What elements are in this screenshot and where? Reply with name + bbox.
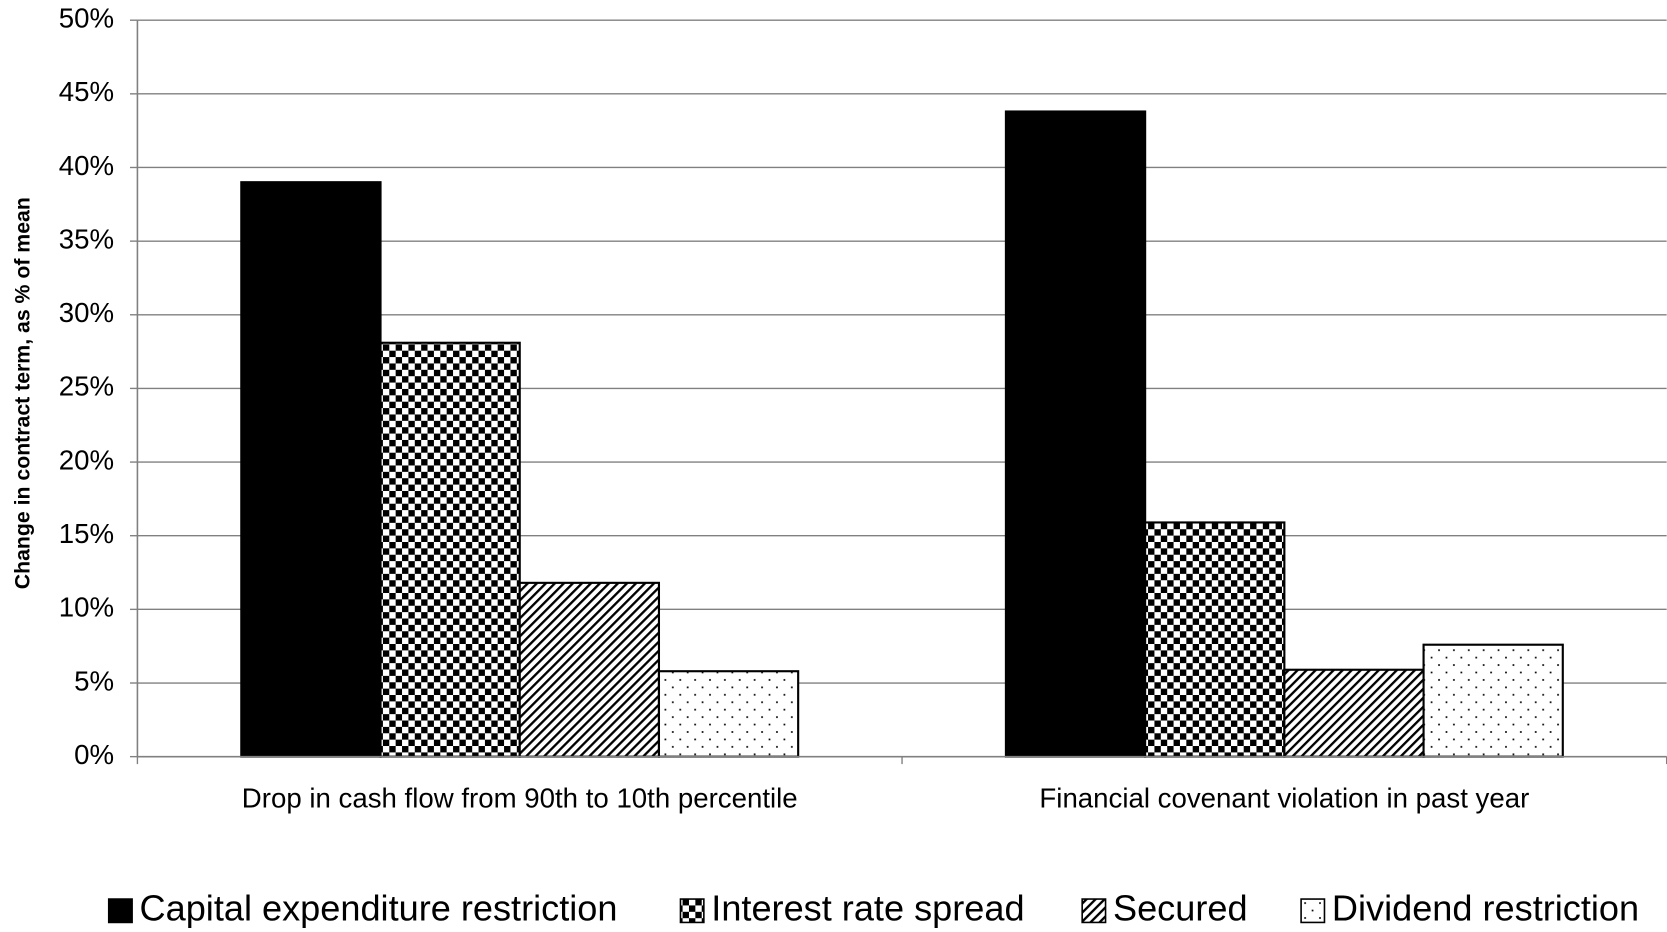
y-tick-label: 45% — [59, 76, 114, 107]
bar — [518, 581, 661, 758]
bar — [240, 181, 382, 758]
y-tick-label: 50% — [59, 2, 114, 33]
x-tick-label: Drop in cash flow from 90th to 10th perc… — [242, 783, 798, 814]
legend-label: Interest rate spread — [711, 887, 1024, 928]
y-tick-label: 15% — [59, 518, 114, 549]
bar — [1144, 521, 1286, 758]
x-tick-label: Financial covenant violation in past yea… — [1039, 783, 1529, 814]
legend-swatch — [107, 898, 133, 924]
bar — [379, 341, 521, 758]
y-tick-label: 35% — [59, 223, 114, 254]
legend-swatch — [1081, 898, 1107, 924]
legend-swatch — [679, 898, 705, 924]
y-tick-label: 10% — [59, 592, 114, 623]
legend-label: Dividend restriction — [1332, 887, 1639, 928]
y-tick-label: 25% — [59, 371, 114, 402]
y-tick-label: 40% — [59, 150, 114, 181]
legend-swatch — [1300, 898, 1326, 924]
bar — [1283, 668, 1425, 758]
bar — [1422, 643, 1564, 758]
legend-label: Secured — [1113, 887, 1248, 928]
bar — [657, 670, 800, 758]
y-tick-label: 20% — [59, 444, 114, 475]
legend-label: Capital expenditure restriction — [140, 887, 618, 928]
y-tick-label: 30% — [59, 297, 114, 328]
y-tick-label: 5% — [74, 665, 114, 696]
bar — [1004, 110, 1147, 758]
y-axis-label: Change in contract term, as % of mean — [10, 197, 34, 589]
y-tick-label: 0% — [74, 739, 114, 770]
